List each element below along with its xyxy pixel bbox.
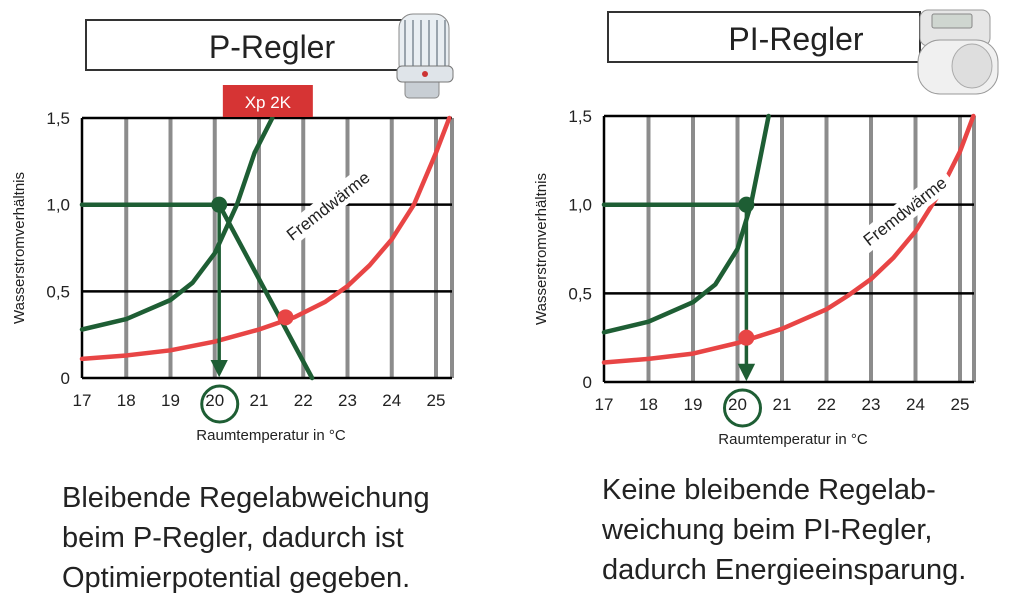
right-caption: Keine bleibende Regelab- weichung beim P…: [602, 474, 967, 586]
x-tick-label: 20: [728, 395, 747, 414]
y-axis-label: Wasserstromverhältnis: [533, 173, 550, 325]
highlight-circle: [723, 388, 762, 428]
y-tick-label: 0,5: [568, 284, 592, 303]
knob-icon: [951, 43, 993, 89]
x-tick-label: 17: [73, 391, 92, 410]
x-axis-label: Raumtemperatur in °C: [718, 431, 868, 448]
electronic-thermostat-icon: [917, 9, 999, 95]
x-tick-label: 22: [817, 395, 836, 414]
x-tick-label: 25: [427, 391, 446, 410]
x-tick-label: 23: [862, 395, 881, 414]
series-p-characteristic: [216, 202, 315, 381]
chart-title: P-Regler: [209, 29, 336, 65]
y-tick-label: 0,5: [46, 282, 70, 301]
chart-title: PI-Regler: [728, 21, 864, 57]
chart-right: PI-Regler 17 18 19 20 21 22 23 24 25 0 0,5 1,0 1,5 Rau…: [533, 9, 999, 448]
fremdwaerme-label: Fremdwärme: [283, 168, 374, 245]
x-tick-label: 21: [250, 391, 269, 410]
fremdwaerme-label-bg: [277, 162, 379, 249]
series-fremdwaerme: [79, 115, 452, 362]
fremdwaerme-label-bg: [853, 168, 956, 255]
x-tick-label: 22: [294, 391, 313, 410]
x-tick-label: 20: [205, 391, 224, 410]
point-operating-point: [738, 329, 755, 346]
title-box: [85, 19, 405, 71]
x-tick-label: 25: [951, 395, 970, 414]
series-heating: [79, 115, 275, 332]
y-tick-label: 0: [61, 369, 70, 388]
y-tick-label: 1,0: [46, 196, 70, 215]
x-tick-label: 24: [906, 395, 925, 414]
x-tick-label: 19: [684, 395, 703, 414]
marker-dot: [422, 71, 428, 77]
highlight-circle: [200, 384, 240, 424]
point-setpoint: [211, 196, 228, 213]
point-operating-point: [277, 309, 294, 326]
x-tick-label: 17: [595, 395, 614, 414]
chart-left: P-Regler 17 18 19 20 21 22 23 24 25 0 0,5 1,0 1,5 Raum…: [11, 13, 454, 444]
left-caption: Bleibende Regelabweichung beim P-Regler,…: [62, 482, 430, 594]
x-tick-label: 18: [639, 395, 658, 414]
x-tick-label: 19: [161, 391, 180, 410]
display-icon: [931, 13, 973, 29]
xp-badge-label: Xp 2K: [245, 93, 292, 112]
x-axis-label: Raumtemperatur in °C: [196, 427, 346, 444]
xp-badge: [222, 85, 313, 117]
x-tick-label: 21: [773, 395, 792, 414]
series-fremdwaerme: [601, 113, 976, 365]
x-tick-label: 18: [117, 391, 136, 410]
x-tick-label: 23: [338, 391, 357, 410]
y-tick-label: 0: [583, 373, 592, 392]
series-heating: [601, 113, 771, 335]
point-setpoint: [738, 196, 755, 213]
x-tick-label: 24: [382, 391, 401, 410]
y-tick-label: 1,0: [568, 196, 592, 215]
y-tick-label: 1,5: [46, 109, 70, 128]
thermostat-head-icon: [396, 13, 454, 99]
fremdwaerme-label: Fremdwärme: [860, 173, 951, 250]
y-axis-label: Wasserstromverhältnis: [11, 172, 28, 324]
y-tick-label: 1,5: [568, 107, 592, 126]
